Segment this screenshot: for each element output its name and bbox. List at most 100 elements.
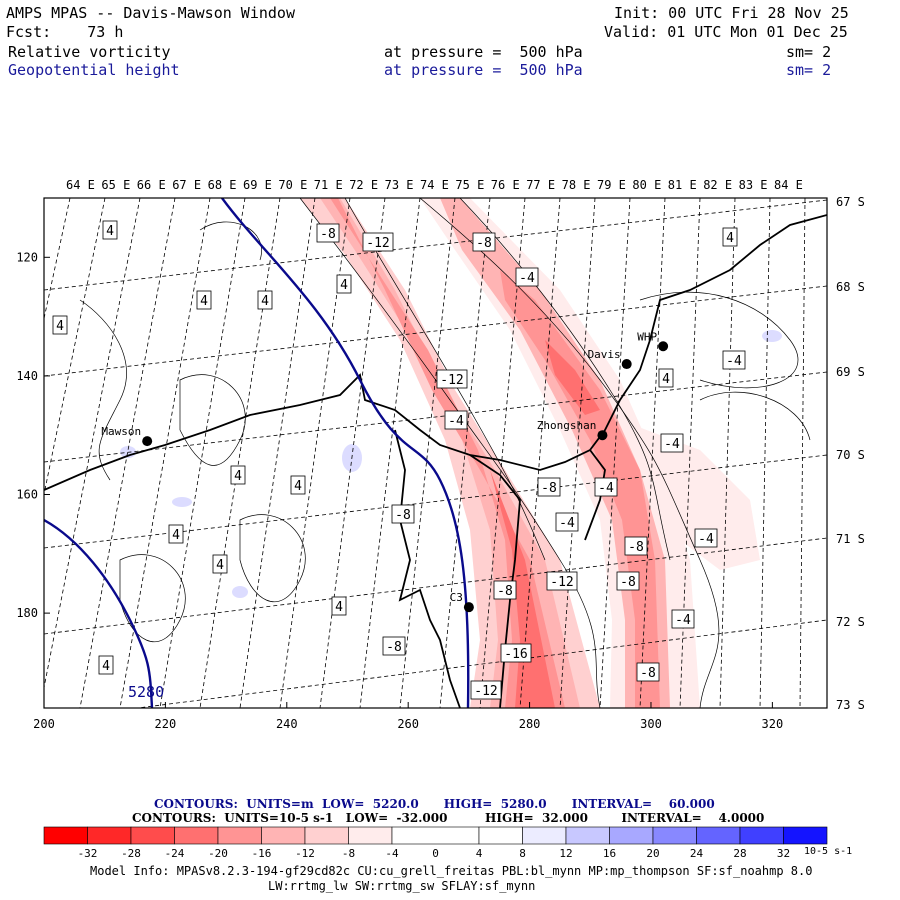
svg-text:-12: -12	[366, 236, 389, 251]
contour-label: -4	[694, 528, 718, 548]
svg-text:4: 4	[106, 224, 114, 239]
field2-smoothing: sm= 2	[786, 61, 832, 79]
height-contour-info: CONTOURS: UNITS=m LOW= 5220.0 HIGH= 5280…	[154, 797, 715, 811]
longitude-labels: 64 E 65 E 66 E 67 E 68 E 69 E 70 E 71 E 72 E 73 E…	[66, 178, 803, 192]
vorticity-contour-info: CONTOURS: UNITS=10-5 s-1 LOW= -32.000 HI…	[132, 811, 765, 825]
field1-name: Relative vorticity	[8, 43, 171, 61]
contour-label: -8	[624, 536, 648, 556]
contour-label: -4	[671, 609, 695, 629]
contour-label: 4	[257, 290, 273, 310]
colorbar-swatch	[696, 826, 741, 845]
latitude-label: 71 S	[836, 532, 865, 546]
contour-label: -4	[722, 350, 746, 370]
contour-label: -8	[537, 477, 561, 497]
colorbar-tick: -32	[78, 847, 98, 860]
colorbar-swatch	[565, 826, 610, 845]
longitude-label: 84 E	[774, 178, 803, 192]
longitude-label: 79 E	[597, 178, 626, 192]
y-tick-label: 180	[16, 606, 38, 620]
x-tick-label: 200	[33, 717, 55, 731]
forecast-hour: Fcst: 73 h	[6, 23, 124, 41]
colorbar-swatch	[478, 826, 523, 845]
colorbar-tick: -4	[385, 847, 399, 860]
colorbar-swatch	[304, 826, 349, 845]
colorbar-swatch	[522, 826, 567, 845]
colorbar-tick: 28	[733, 847, 746, 860]
x-tick-label: 240	[276, 717, 298, 731]
colorbar-swatch	[783, 826, 828, 845]
colorbar	[43, 826, 828, 845]
contour-label: -8	[382, 636, 406, 656]
station-marker: WHP	[637, 330, 669, 352]
colorbar-tick-labels: -32 -28 -24 -20 -16 -12 -8 -4 0 4 8 12 16 20 24 28 32	[78, 847, 791, 860]
positive-vorticity-patch	[172, 497, 192, 507]
contour-label: -4	[444, 410, 468, 430]
longitude-label: 66 E	[137, 178, 166, 192]
colorbar-swatch	[261, 826, 306, 845]
colorbar-tick: 16	[603, 847, 616, 860]
contour-label: -12	[470, 680, 502, 700]
colorbar-tick: 24	[690, 847, 704, 860]
vorticity-patch-east	[620, 420, 760, 570]
svg-text:-4: -4	[598, 481, 614, 496]
colorbar-swatch	[391, 826, 480, 845]
latitude-label: 67 S	[836, 195, 865, 209]
longitude-label: 75 E	[455, 178, 484, 192]
colorbar-swatch	[609, 826, 654, 845]
longitude-label: 77 E	[526, 178, 555, 192]
contour-label: -4	[555, 512, 579, 532]
longitude-label: 68 E	[208, 178, 237, 192]
svg-text:-8: -8	[640, 666, 656, 681]
x-tick-label: 260	[397, 717, 419, 731]
colorbar-swatch	[87, 826, 132, 845]
svg-text:-8: -8	[476, 236, 492, 251]
svg-text:4: 4	[102, 659, 110, 674]
longitude-label: 70 E	[278, 178, 307, 192]
contour-label: 4	[102, 220, 118, 240]
svg-text:4: 4	[56, 319, 64, 334]
field1-smoothing: sm= 2	[786, 43, 832, 61]
y-axis-ticks: 120 140 160 180	[16, 250, 50, 620]
contour-label: -8	[616, 571, 640, 591]
latitude-label: 72 S	[836, 615, 865, 629]
contour-label: -12	[362, 232, 394, 252]
station-marker: Mawson	[101, 425, 153, 447]
contour-label: -4	[660, 433, 684, 453]
longitude-label: 67 E	[172, 178, 201, 192]
contour-label: 4	[290, 475, 306, 495]
station-marker: Davis	[588, 348, 632, 370]
valid-time: Valid: 01 UTC Mon 01 Dec 25	[604, 23, 848, 41]
field2-name: Geopotential height	[8, 61, 180, 79]
longitude-label: 74 E	[420, 178, 449, 192]
svg-text:4: 4	[200, 294, 208, 309]
init-time: Init: 00 UTC Fri 28 Nov 25	[614, 4, 849, 22]
station-label: Zhongshan	[537, 419, 597, 432]
geopotential-contours	[44, 198, 470, 708]
contour-label: -16	[500, 643, 532, 663]
contour-labels: 4 -8 -12 -8 4 -4 4 4 4 4 -4 4 -12 -4 -4 4 4 -8 -4 -8 -4 4 -4 -8…	[52, 220, 746, 700]
longitude-label: 64 E	[66, 178, 95, 192]
colorbar-swatch	[217, 826, 262, 845]
stations: Mawson Davis WHP Zhongshan C3	[101, 330, 669, 613]
x-axis-ticks: 200 220 240 260 280 300 320	[33, 702, 783, 731]
longitude-label: 82 E	[703, 178, 732, 192]
svg-text:-4: -4	[726, 354, 742, 369]
colorbar-swatch	[174, 826, 219, 845]
longitude-label: 72 E	[349, 178, 378, 192]
svg-text:-12: -12	[440, 373, 463, 388]
latitude-label: 70 S	[836, 448, 865, 462]
svg-text:-4: -4	[448, 414, 464, 429]
svg-text:4: 4	[261, 294, 269, 309]
svg-text:4: 4	[335, 600, 343, 615]
contour-label: -8	[493, 580, 517, 600]
vorticity-east-core	[545, 340, 600, 415]
svg-text:-12: -12	[550, 575, 573, 590]
colorbar-tick: -16	[252, 847, 272, 860]
colorbar-swatch	[739, 826, 784, 845]
longitude-label: 73 E	[385, 178, 414, 192]
y-tick-label: 120	[16, 250, 38, 264]
svg-text:4: 4	[216, 558, 224, 573]
station-label: Davis	[588, 348, 621, 361]
model-info: Model Info: MPASv8.2.3-194-gf29cd82c CU:…	[90, 864, 813, 878]
contour-label: 4	[196, 290, 212, 310]
